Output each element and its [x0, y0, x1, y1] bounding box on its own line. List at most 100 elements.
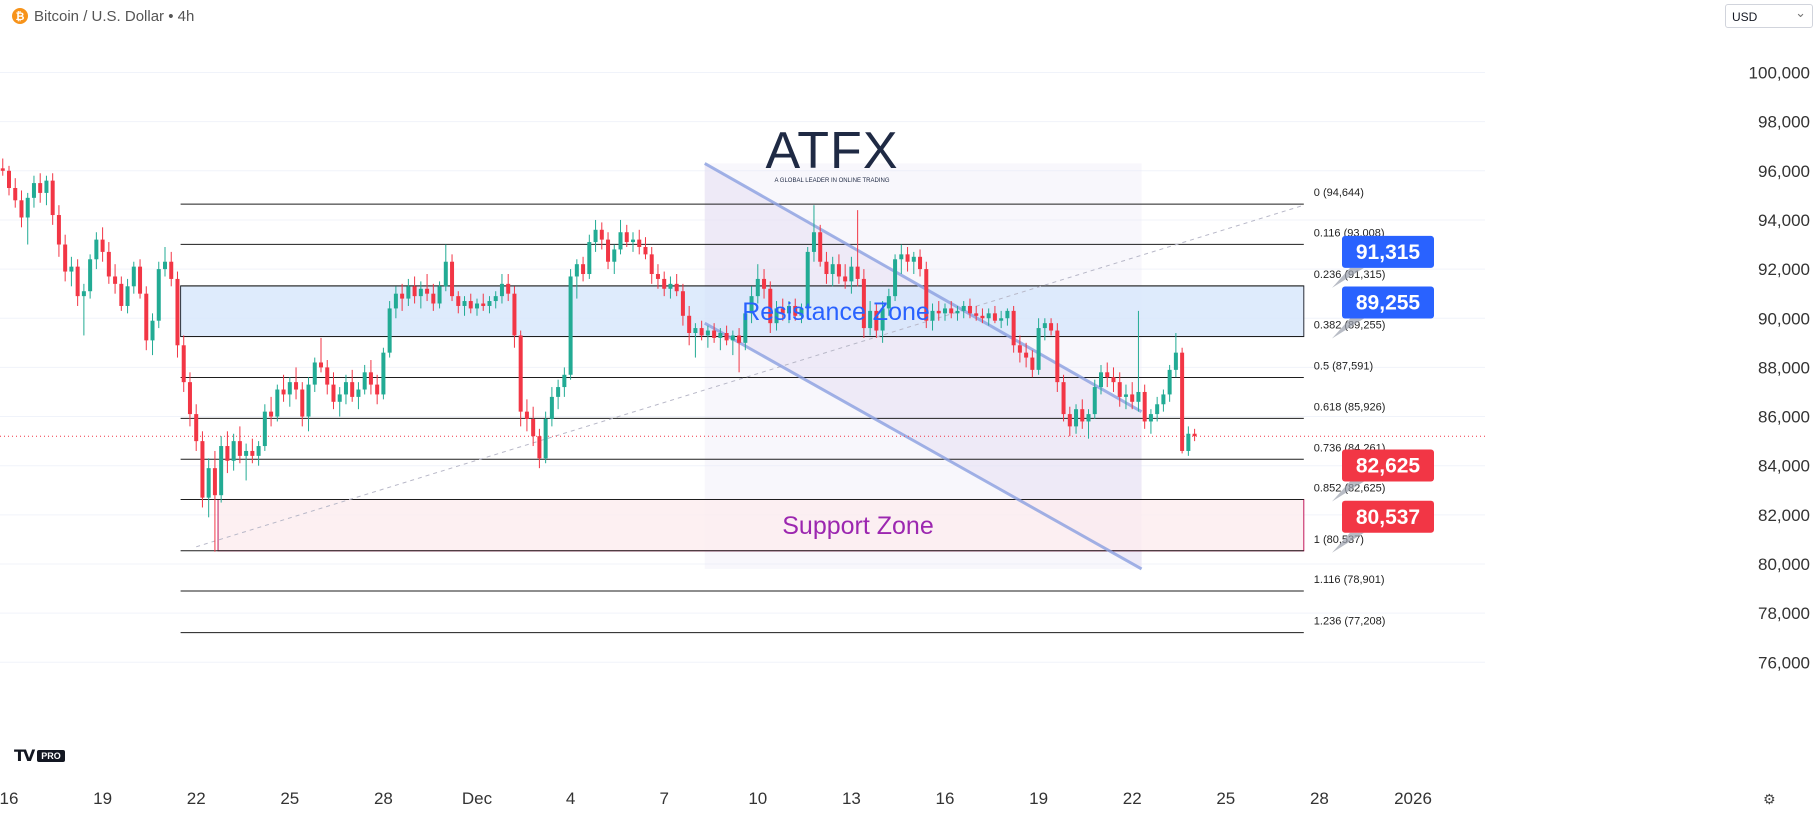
- candle-body: [518, 335, 523, 412]
- zone-rect[interactable]: [180, 285, 1305, 338]
- fibonacci-retracement[interactable]: 0 (94,644)0.116 (93,008)0.236 (91,315)0.…: [180, 187, 1386, 634]
- candle-body: [163, 261, 167, 270]
- fib-level-1.116[interactable]: 1.116 (78,901): [180, 574, 1385, 592]
- label-text: 80,537: [1356, 506, 1420, 529]
- candle-body: [1186, 433, 1191, 451]
- candle: [861, 269, 866, 338]
- candle: [225, 431, 230, 474]
- candle: [562, 367, 567, 397]
- candle: [924, 261, 929, 329]
- candle-body: [325, 367, 330, 385]
- candle-body: [1111, 377, 1116, 383]
- candle: [381, 347, 386, 400]
- candle-body: [531, 419, 536, 437]
- symbol-header[interactable]: ₿ Bitcoin / U.S. Dollar • 4h: [12, 6, 194, 26]
- dashed-trend-line[interactable]: [196, 204, 1304, 548]
- candle: [556, 379, 561, 410]
- zone-rect[interactable]: [217, 498, 1305, 552]
- candle-body: [100, 239, 105, 252]
- candle-body: [911, 256, 916, 262]
- fib-level-0.618[interactable]: 0.618 (85,926): [180, 401, 1386, 419]
- candle: [843, 264, 848, 289]
- x-tick-label: Dec: [462, 789, 493, 808]
- candle: [568, 269, 573, 380]
- candle-body: [56, 215, 61, 245]
- candle: [1042, 318, 1047, 341]
- candle-body: [936, 310, 941, 314]
- candle-body: [599, 229, 604, 240]
- candle: [581, 256, 586, 282]
- candle: [163, 246, 167, 277]
- candle-body: [31, 183, 36, 198]
- candle-body: [543, 419, 548, 459]
- candle: [955, 305, 960, 321]
- candle: [587, 234, 592, 279]
- candle-body: [974, 313, 979, 316]
- trend-lines[interactable]: [0, 162, 1485, 571]
- zone-resistance-zone[interactable]: [180, 285, 1305, 338]
- candle: [281, 374, 286, 402]
- candle-body: [730, 335, 735, 341]
- candle: [406, 278, 411, 306]
- fib-label: 0.5 (87,591): [1314, 360, 1373, 372]
- candle-body: [624, 232, 629, 243]
- candle-body: [113, 276, 118, 284]
- candle: [269, 396, 274, 427]
- axes[interactable]: 100,000 98,000 96,000 94,000 92,000 90,000 88,…: [0, 64, 1810, 809]
- candle-body: [811, 232, 816, 252]
- candle-body: [743, 313, 748, 343]
- candle-body: [206, 468, 211, 498]
- candle-body: [1167, 369, 1172, 395]
- candle-body: [893, 259, 898, 297]
- logo-text: ATFX: [765, 122, 898, 180]
- candle: [481, 293, 486, 311]
- candle: [1192, 428, 1197, 442]
- candle-body: [755, 278, 760, 297]
- currency-select[interactable]: USD ⌄: [1725, 4, 1813, 28]
- candle: [437, 281, 442, 309]
- y-tick-label: 90,000: [1758, 309, 1810, 328]
- tradingview-logo[interactable]: TV PRO: [14, 746, 65, 765]
- candle-body: [387, 308, 392, 353]
- candle: [799, 303, 804, 324]
- candle-body: [1173, 352, 1178, 370]
- fib-level-0.5[interactable]: 0.5 (87,591): [180, 360, 1374, 378]
- label-pointer: [1332, 481, 1364, 502]
- candle-body: [712, 330, 717, 338]
- gear-icon[interactable]: ⚙: [1763, 792, 1776, 808]
- candle-body: [138, 266, 143, 294]
- candle: [275, 384, 280, 422]
- candle: [793, 298, 798, 321]
- channel-lower-line[interactable]: [704, 321, 1143, 571]
- candle: [325, 360, 330, 395]
- candle-body: [905, 254, 910, 262]
- candle: [250, 438, 255, 464]
- x-tick-label: 22: [1123, 789, 1142, 808]
- candle-body: [181, 345, 186, 383]
- x-tick-label: 2026: [1394, 789, 1432, 808]
- candle-body: [269, 411, 274, 417]
- candle-body: [705, 330, 710, 336]
- candle-body: [1142, 391, 1147, 422]
- zone-support-zone[interactable]: [217, 498, 1305, 552]
- candle: [119, 276, 124, 311]
- chevron-down-icon: ⌄: [1795, 5, 1806, 20]
- channel-upper-line[interactable]: [704, 162, 1143, 413]
- candle-body: [237, 441, 242, 456]
- candle-body: [244, 450, 249, 456]
- candle-body: [512, 293, 517, 336]
- candle: [712, 323, 717, 343]
- candle: [262, 404, 267, 451]
- candle: [1148, 409, 1153, 434]
- candle-body: [824, 261, 829, 275]
- candle-body: [69, 266, 74, 272]
- candle: [1036, 318, 1041, 375]
- candle-body: [649, 254, 654, 275]
- candle: [918, 249, 923, 277]
- fib-level-1.236[interactable]: 1.236 (77,208): [180, 616, 1386, 634]
- candle: [805, 246, 810, 314]
- price-label-80537: 80,537: [1332, 500, 1434, 553]
- fib-level-0[interactable]: 0 (94,644): [180, 187, 1364, 205]
- candle-body: [1080, 409, 1085, 422]
